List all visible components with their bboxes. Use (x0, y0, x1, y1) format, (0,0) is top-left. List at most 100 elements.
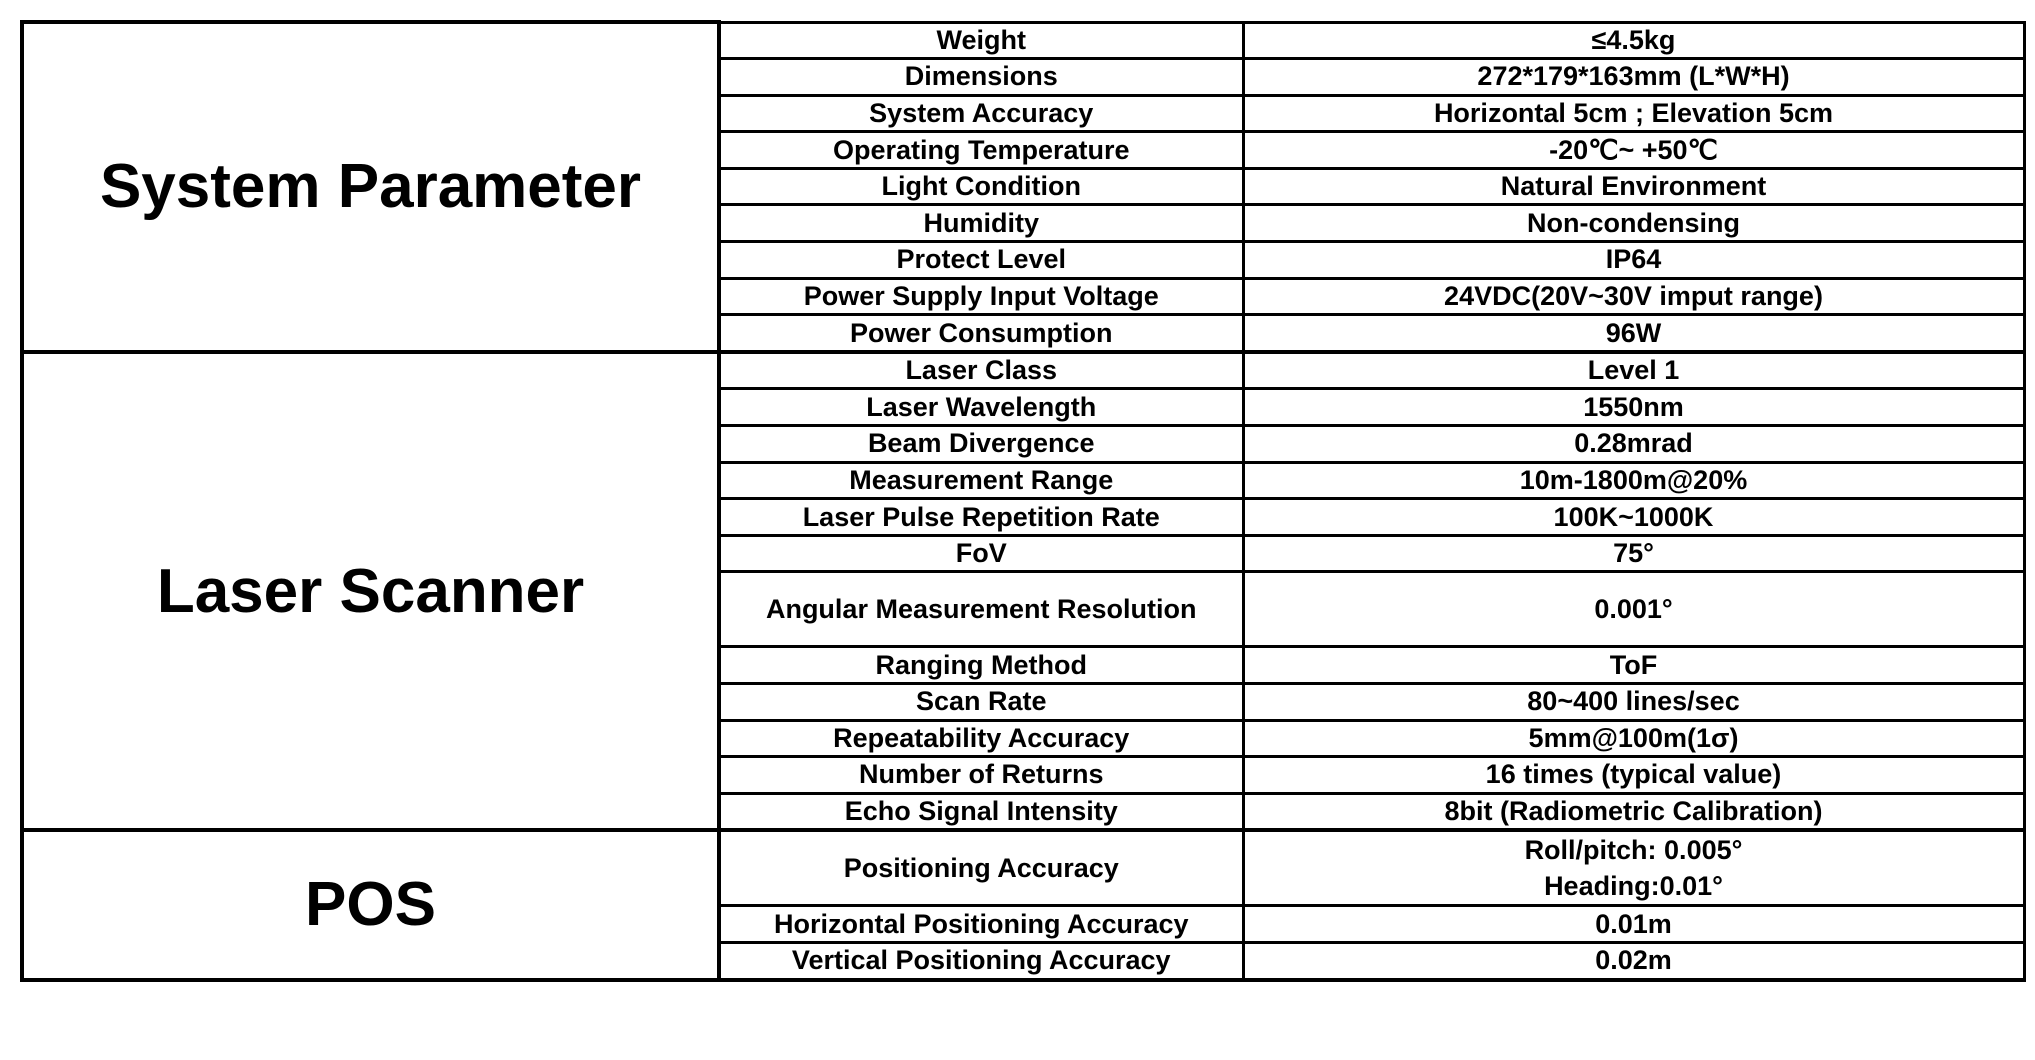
param-value: 0.001° (1241, 570, 2026, 649)
param-value-line: ToF (1609, 649, 1658, 680)
table-row: Ranging Method ToF (22, 645, 2026, 685)
table-row: Vertical Positioning Accuracy 0.02m (22, 940, 2026, 982)
param-value-line: 0.28mrad (1574, 428, 1693, 459)
param-value-line: 1550nm (1583, 391, 1684, 422)
param-name: Scan Rate (717, 682, 1245, 722)
param-name: Repeatability Accuracy (717, 718, 1245, 759)
param-value-line: Level 1 (1587, 355, 1680, 386)
param-name: Laser Class (717, 350, 1245, 391)
param-name: Beam Divergence (717, 424, 1245, 464)
table-row: Dimensions 272*179*163mm (L*W*H) (22, 57, 2026, 97)
param-value: 5mm@100m(1σ) (1241, 718, 2026, 759)
param-value: 0.28mrad (1241, 424, 2026, 464)
table-row: Protect Level IP64 (22, 240, 2026, 280)
param-value-line: 24VDC(20V~30V imput range) (1444, 280, 1823, 311)
param-value: 96W (1241, 313, 2026, 354)
param-value: 8bit (Radiometric Calibration) (1241, 791, 2026, 833)
param-value: 75° (1241, 533, 2026, 574)
param-value-line: 5mm@100m(1σ) (1528, 722, 1739, 753)
table-row: Measurement Range 10m-1800m@20% (22, 460, 2026, 501)
param-value: Level 1 (1241, 350, 2026, 391)
param-value: Non-condensing (1241, 203, 2026, 244)
table-row: POS Positioning Accuracy Roll/pitch: 0.005… (20, 828, 2026, 982)
param-value: 1550nm (1241, 387, 2026, 428)
param-name: Operating Temperature (717, 130, 1245, 170)
param-value-line: 0.02m (1595, 945, 1672, 976)
table-row: Humidity Non-condensing (22, 203, 2026, 244)
param-name: Echo Signal Intensity (717, 791, 1245, 833)
param-name: Number of Returns (717, 755, 1245, 795)
param-name: Protect Level (717, 240, 1245, 280)
param-value-line: 80~400 lines/sec (1527, 686, 1740, 717)
param-value: 80~400 lines/sec (1241, 682, 2026, 722)
param-value-line: 75° (1613, 538, 1654, 569)
param-value: ≤4.5kg (1241, 20, 2026, 61)
param-value-line: Natural Environment (1500, 171, 1767, 202)
table-row: Number of Returns 16 times (typical value… (22, 755, 2026, 795)
table-row: Laser Wavelength 1550nm (22, 387, 2026, 428)
param-name: Humidity (717, 203, 1245, 244)
param-value-line: 96W (1605, 317, 1662, 348)
param-value-line: IP64 (1605, 244, 1662, 275)
param-value: 100K~1000K (1241, 497, 2026, 537)
param-value: 0.01m (1241, 904, 2026, 944)
param-value-line: 272*179*163mm (L*W*H) (1477, 61, 1790, 92)
param-name: Light Condition (717, 166, 1245, 207)
param-value-line: Non-condensing (1527, 207, 1740, 238)
param-value-line: Heading:0.01° (1544, 871, 1723, 902)
param-value: ToF (1241, 645, 2026, 685)
param-name: Vertical Positioning Accuracy (717, 940, 1245, 982)
param-value-line: Horizontal 5cm ; Elevation 5cm (1433, 97, 1834, 128)
param-name: Horizontal Positioning Accuracy (717, 904, 1245, 944)
param-value: IP64 (1241, 240, 2026, 280)
table-row: System Accuracy Horizontal 5cm ; Elevatio… (22, 93, 2026, 134)
table-row: Laser Scanner Laser Class Level 1 (20, 349, 2026, 833)
param-value-line: -20℃~ +50℃ (1549, 134, 1718, 165)
param-value-line: 16 times (typical value) (1485, 759, 1782, 790)
param-name: FoV (717, 533, 1245, 574)
table-row: Horizontal Positioning Accuracy 0.01m (22, 904, 2026, 944)
param-value-line: 100K~1000K (1553, 501, 1714, 532)
param-name: Power Consumption (717, 313, 1245, 354)
table-row: System Parameter Weight ≤4.5kg (20, 20, 2026, 354)
param-value: -20℃~ +50℃ (1241, 130, 2026, 170)
section-title: POS (20, 828, 721, 982)
param-value: 0.02m (1241, 940, 2026, 982)
table-row: Operating Temperature -20℃~ +50℃ (22, 130, 2026, 170)
param-value: 272*179*163mm (L*W*H) (1241, 57, 2026, 97)
param-name: Measurement Range (717, 460, 1245, 501)
table-row: Power Consumption 96W (22, 313, 2026, 354)
spec-table: System Parameter Weight ≤4.5kg Dimensions 27… (20, 20, 2026, 982)
param-name: Weight (717, 20, 1245, 61)
table-row: FoV 75° (22, 533, 2026, 574)
param-name: Laser Pulse Repetition Rate (717, 497, 1245, 537)
table-row: Beam Divergence 0.28mrad (22, 424, 2026, 464)
param-value: Natural Environment (1241, 166, 2026, 207)
section-title: System Parameter (20, 20, 721, 354)
param-value: 10m-1800m@20% (1241, 460, 2026, 501)
param-value: 16 times (typical value) (1241, 755, 2026, 795)
param-value-line: 10m-1800m@20% (1519, 464, 1748, 495)
param-value-line: ≤4.5kg (1591, 24, 1676, 55)
param-value-line: 0.01m (1595, 908, 1672, 939)
param-value-line: Roll/pitch: 0.005° (1524, 835, 1743, 866)
table-row: Angular Measurement Resolution 0.001° (22, 570, 2026, 649)
table-row: Echo Signal Intensity 8bit (Radiometric C… (22, 791, 2026, 833)
table-row: Light Condition Natural Environment (22, 166, 2026, 207)
param-name: Angular Measurement Resolution (717, 570, 1245, 649)
param-value-line: 0.001° (1594, 593, 1673, 624)
param-name: Positioning Accuracy (717, 828, 1245, 908)
section-title: Laser Scanner (20, 349, 721, 833)
param-name: Laser Wavelength (717, 387, 1245, 428)
table-row: Scan Rate 80~400 lines/sec (22, 682, 2026, 722)
param-value-line: 8bit (Radiometric Calibration) (1444, 796, 1823, 827)
table-row: Laser Pulse Repetition Rate 100K~1000K (22, 497, 2026, 537)
param-value: 24VDC(20V~30V imput range) (1241, 276, 2026, 317)
param-name: Ranging Method (717, 645, 1245, 685)
param-value: Roll/pitch: 0.005° Heading:0.01° (1241, 828, 2026, 908)
param-name: System Accuracy (717, 93, 1245, 134)
param-value: Horizontal 5cm ; Elevation 5cm (1241, 93, 2026, 134)
table-row: Power Supply Input Voltage 24VDC(20V~30V … (22, 276, 2026, 317)
table-row: Repeatability Accuracy 5mm@100m(1σ) (22, 718, 2026, 759)
param-name: Dimensions (717, 57, 1245, 97)
